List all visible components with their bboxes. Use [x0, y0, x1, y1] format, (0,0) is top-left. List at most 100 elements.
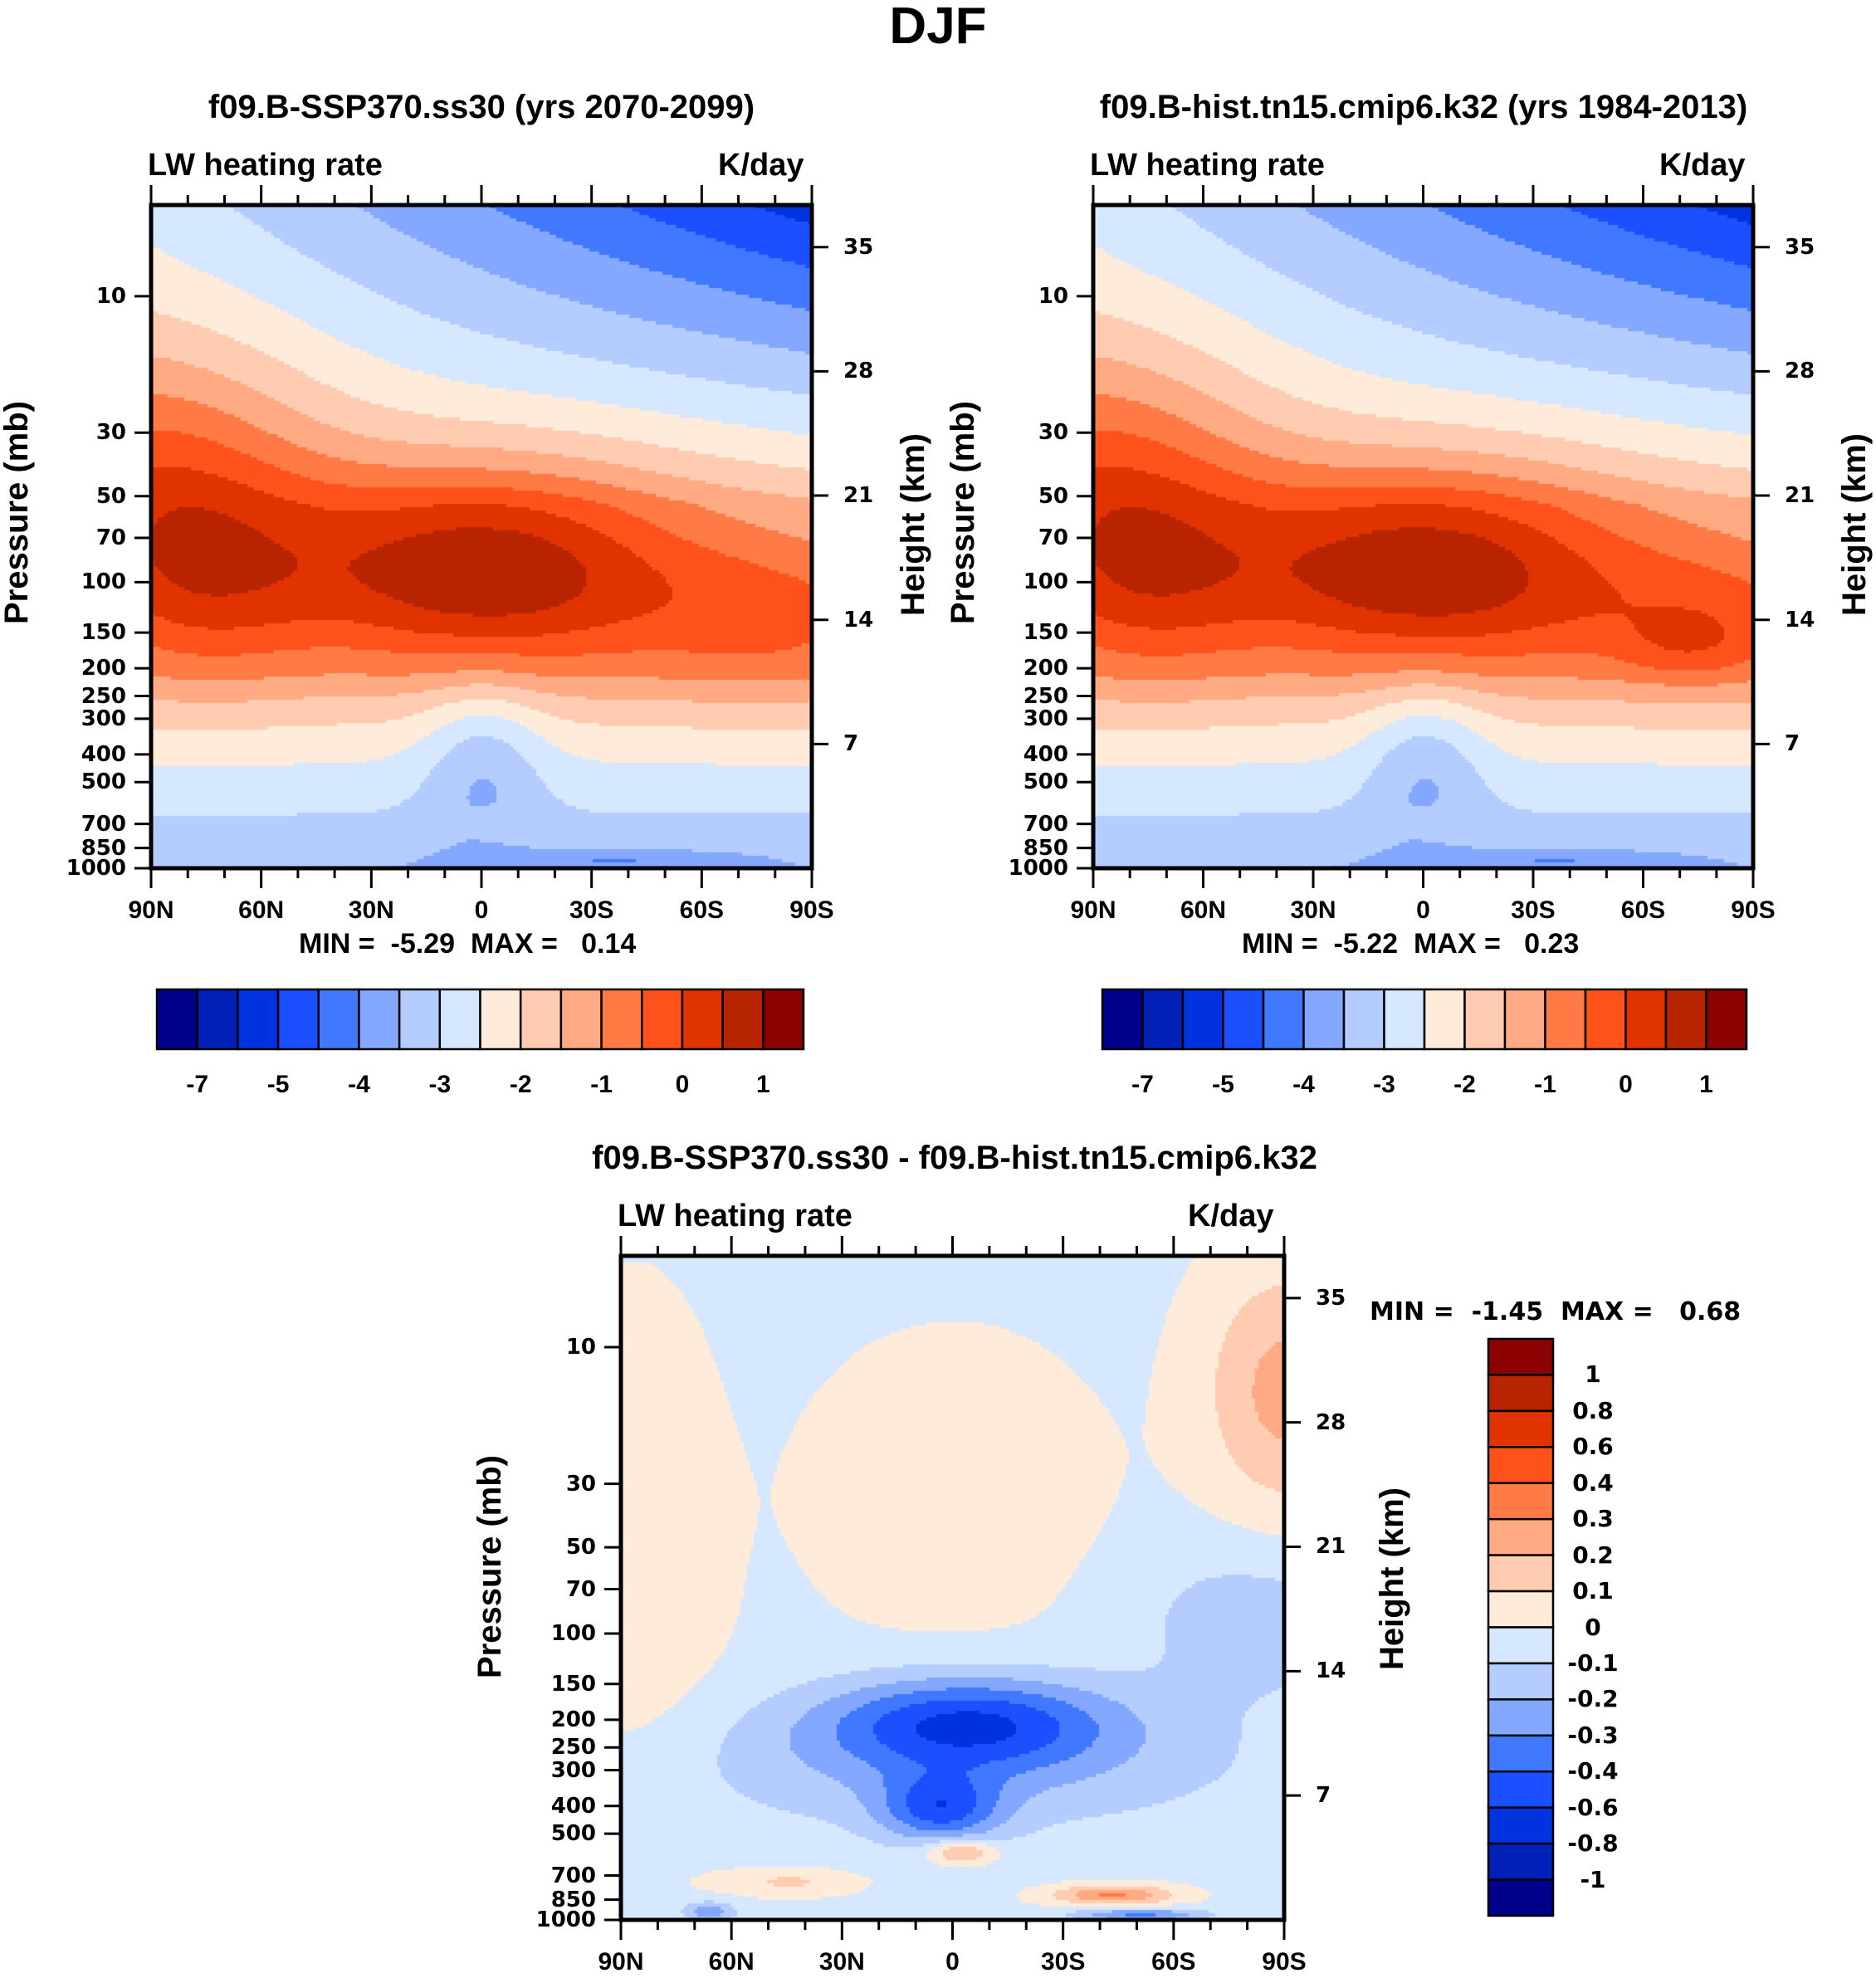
colorbar-box [1487, 1554, 1555, 1593]
panel-b-right-subtitle: K/day [1659, 148, 1746, 183]
panel-c-min-value: -1.45 [1471, 1297, 1544, 1326]
x-tick-label: 90S [1262, 1948, 1307, 1976]
y-tick-label-pressure: 10 [565, 1334, 596, 1360]
panel-b-contour-field [1093, 205, 1753, 868]
colorbar-box [762, 988, 805, 1051]
y-tick-label-pressure: 30 [95, 420, 126, 446]
y-tick-label-pressure: 100 [1023, 569, 1068, 595]
y-tick-label-pressure: 1000 [1008, 856, 1068, 881]
y-tick-label-pressure: 150 [81, 620, 126, 646]
y-tick-label-height: 14 [1785, 607, 1815, 632]
colorbar-box [1664, 988, 1707, 1051]
colorbar-box [196, 988, 239, 1051]
x-tick-label: 90N [128, 896, 174, 924]
x-tick-label: 60S [679, 896, 725, 924]
panel-c-min-label: MIN = [1370, 1297, 1454, 1326]
y-tick-label-pressure: 500 [1023, 769, 1068, 795]
colorbar-label: -5 [266, 1071, 290, 1098]
y-tick-label-pressure: 10 [1038, 283, 1068, 309]
colorbar-box [358, 988, 401, 1051]
y-tick-label-height: 14 [1316, 1658, 1346, 1684]
y-tick-label-pressure: 300 [550, 1757, 596, 1783]
colorbar-box [1141, 988, 1185, 1051]
figure-title: DJF [889, 0, 987, 55]
y-tick-label-height: 35 [843, 234, 874, 260]
colorbar-box [1487, 1482, 1555, 1521]
panel-a-left-subtitle: LW heating rate [148, 148, 383, 183]
colorbar-box [1487, 1734, 1555, 1773]
colorbar-label: 0.8 [1572, 1396, 1614, 1424]
colorbar-label: -4 [1292, 1071, 1315, 1098]
y-tick-label-pressure: 850 [81, 835, 126, 861]
panel-c-max-label: MAX = [1560, 1297, 1654, 1326]
colorbar-box [155, 988, 198, 1051]
colorbar-box [1487, 1662, 1555, 1701]
x-tick-label: 30N [1290, 896, 1336, 924]
colorbar-box [1181, 988, 1224, 1051]
x-tick-label: 30S [569, 896, 614, 924]
colorbar-box [1544, 988, 1587, 1051]
panel-a-max-label: MAX = [470, 928, 558, 960]
y-tick-label-pressure: 700 [550, 1863, 596, 1888]
panel-c-max-value: 0.68 [1679, 1297, 1742, 1326]
y-tick-label-pressure: 700 [81, 811, 126, 837]
colorbar-box [1487, 1517, 1555, 1556]
y-tick-label-pressure: 50 [1038, 483, 1068, 509]
colorbar-box [1487, 1590, 1555, 1629]
x-tick-label: 30S [1511, 896, 1556, 924]
colorbar-label: 0 [1585, 1613, 1601, 1641]
y-tick-label-pressure: 500 [550, 1821, 596, 1847]
colorbar-label: -5 [1212, 1071, 1234, 1098]
colorbar-label: -0.4 [1567, 1757, 1619, 1785]
panel-a-title: f09.B-SSP370.ss30 (yrs 2070-2099) [208, 89, 755, 125]
y-tick-label-pressure: 250 [81, 683, 126, 709]
x-tick-label: 90S [1731, 896, 1776, 924]
x-tick-label: 60N [1180, 896, 1227, 924]
panel-b-stats: MIN = -5.22 MAX = 0.23 [1242, 928, 1579, 960]
colorbar-label: 0.2 [1572, 1541, 1614, 1569]
y-tick-label-pressure: 850 [1023, 835, 1068, 861]
y-tick-label-height: 28 [1316, 1409, 1346, 1435]
x-tick-label: 90N [1070, 896, 1116, 924]
y-tick-label-pressure: 30 [1038, 420, 1068, 446]
panel-c-title: f09.B-SSP370.ss30 - f09.B-hist.tn15.cmip… [592, 1140, 1317, 1176]
colorbar-box [1302, 988, 1346, 1051]
colorbar-box [438, 988, 481, 1051]
panel-b-max-label: MAX = [1413, 928, 1501, 960]
y-tick-label-height: 28 [843, 359, 874, 384]
y-tick-label-pressure: 70 [565, 1576, 596, 1602]
y-tick-label-pressure: 70 [95, 525, 126, 551]
x-tick-label: 60S [1620, 896, 1666, 924]
colorbar-label: -2 [1453, 1071, 1476, 1098]
y-tick-label-pressure: 1000 [535, 1907, 596, 1932]
y-tick-label-pressure: 300 [81, 706, 126, 731]
colorbar-label: 0.4 [1572, 1468, 1614, 1497]
colorbar-box [1487, 1770, 1555, 1809]
x-tick-label: 60S [1151, 1948, 1196, 1976]
colorbar-label: -1 [1534, 1071, 1556, 1098]
colorbar-box [600, 988, 643, 1051]
colorbar-box [1487, 1806, 1555, 1845]
panel-c-contour-field [621, 1256, 1284, 1920]
y-tick-label-pressure: 150 [1023, 620, 1068, 646]
colorbar-label: 0.1 [1572, 1577, 1614, 1605]
y-tick-label-height: 35 [1785, 234, 1815, 260]
panel-c-left-subtitle: LW heating rate [618, 1199, 853, 1233]
y-tick-label-pressure: 300 [1023, 706, 1068, 731]
colorbar-box [1487, 1446, 1555, 1484]
panel-a-min-value: -5.29 [390, 928, 456, 960]
panel-a-stats: MIN = -5.29 MAX = 0.14 [299, 928, 636, 960]
colorbar-box [237, 988, 280, 1051]
colorbar-box [276, 988, 320, 1051]
colorbar-box [1487, 1698, 1555, 1737]
y-tick-label-pressure: 700 [1023, 811, 1068, 837]
x-tick-label: 30N [348, 896, 394, 924]
colorbar-label: -3 [1373, 1071, 1395, 1098]
panel-b-title: f09.B-hist.tn15.cmip6.k32 (yrs 1984-2013… [1099, 89, 1748, 125]
colorbar-box [1262, 988, 1305, 1051]
colorbar-box [1342, 988, 1385, 1051]
